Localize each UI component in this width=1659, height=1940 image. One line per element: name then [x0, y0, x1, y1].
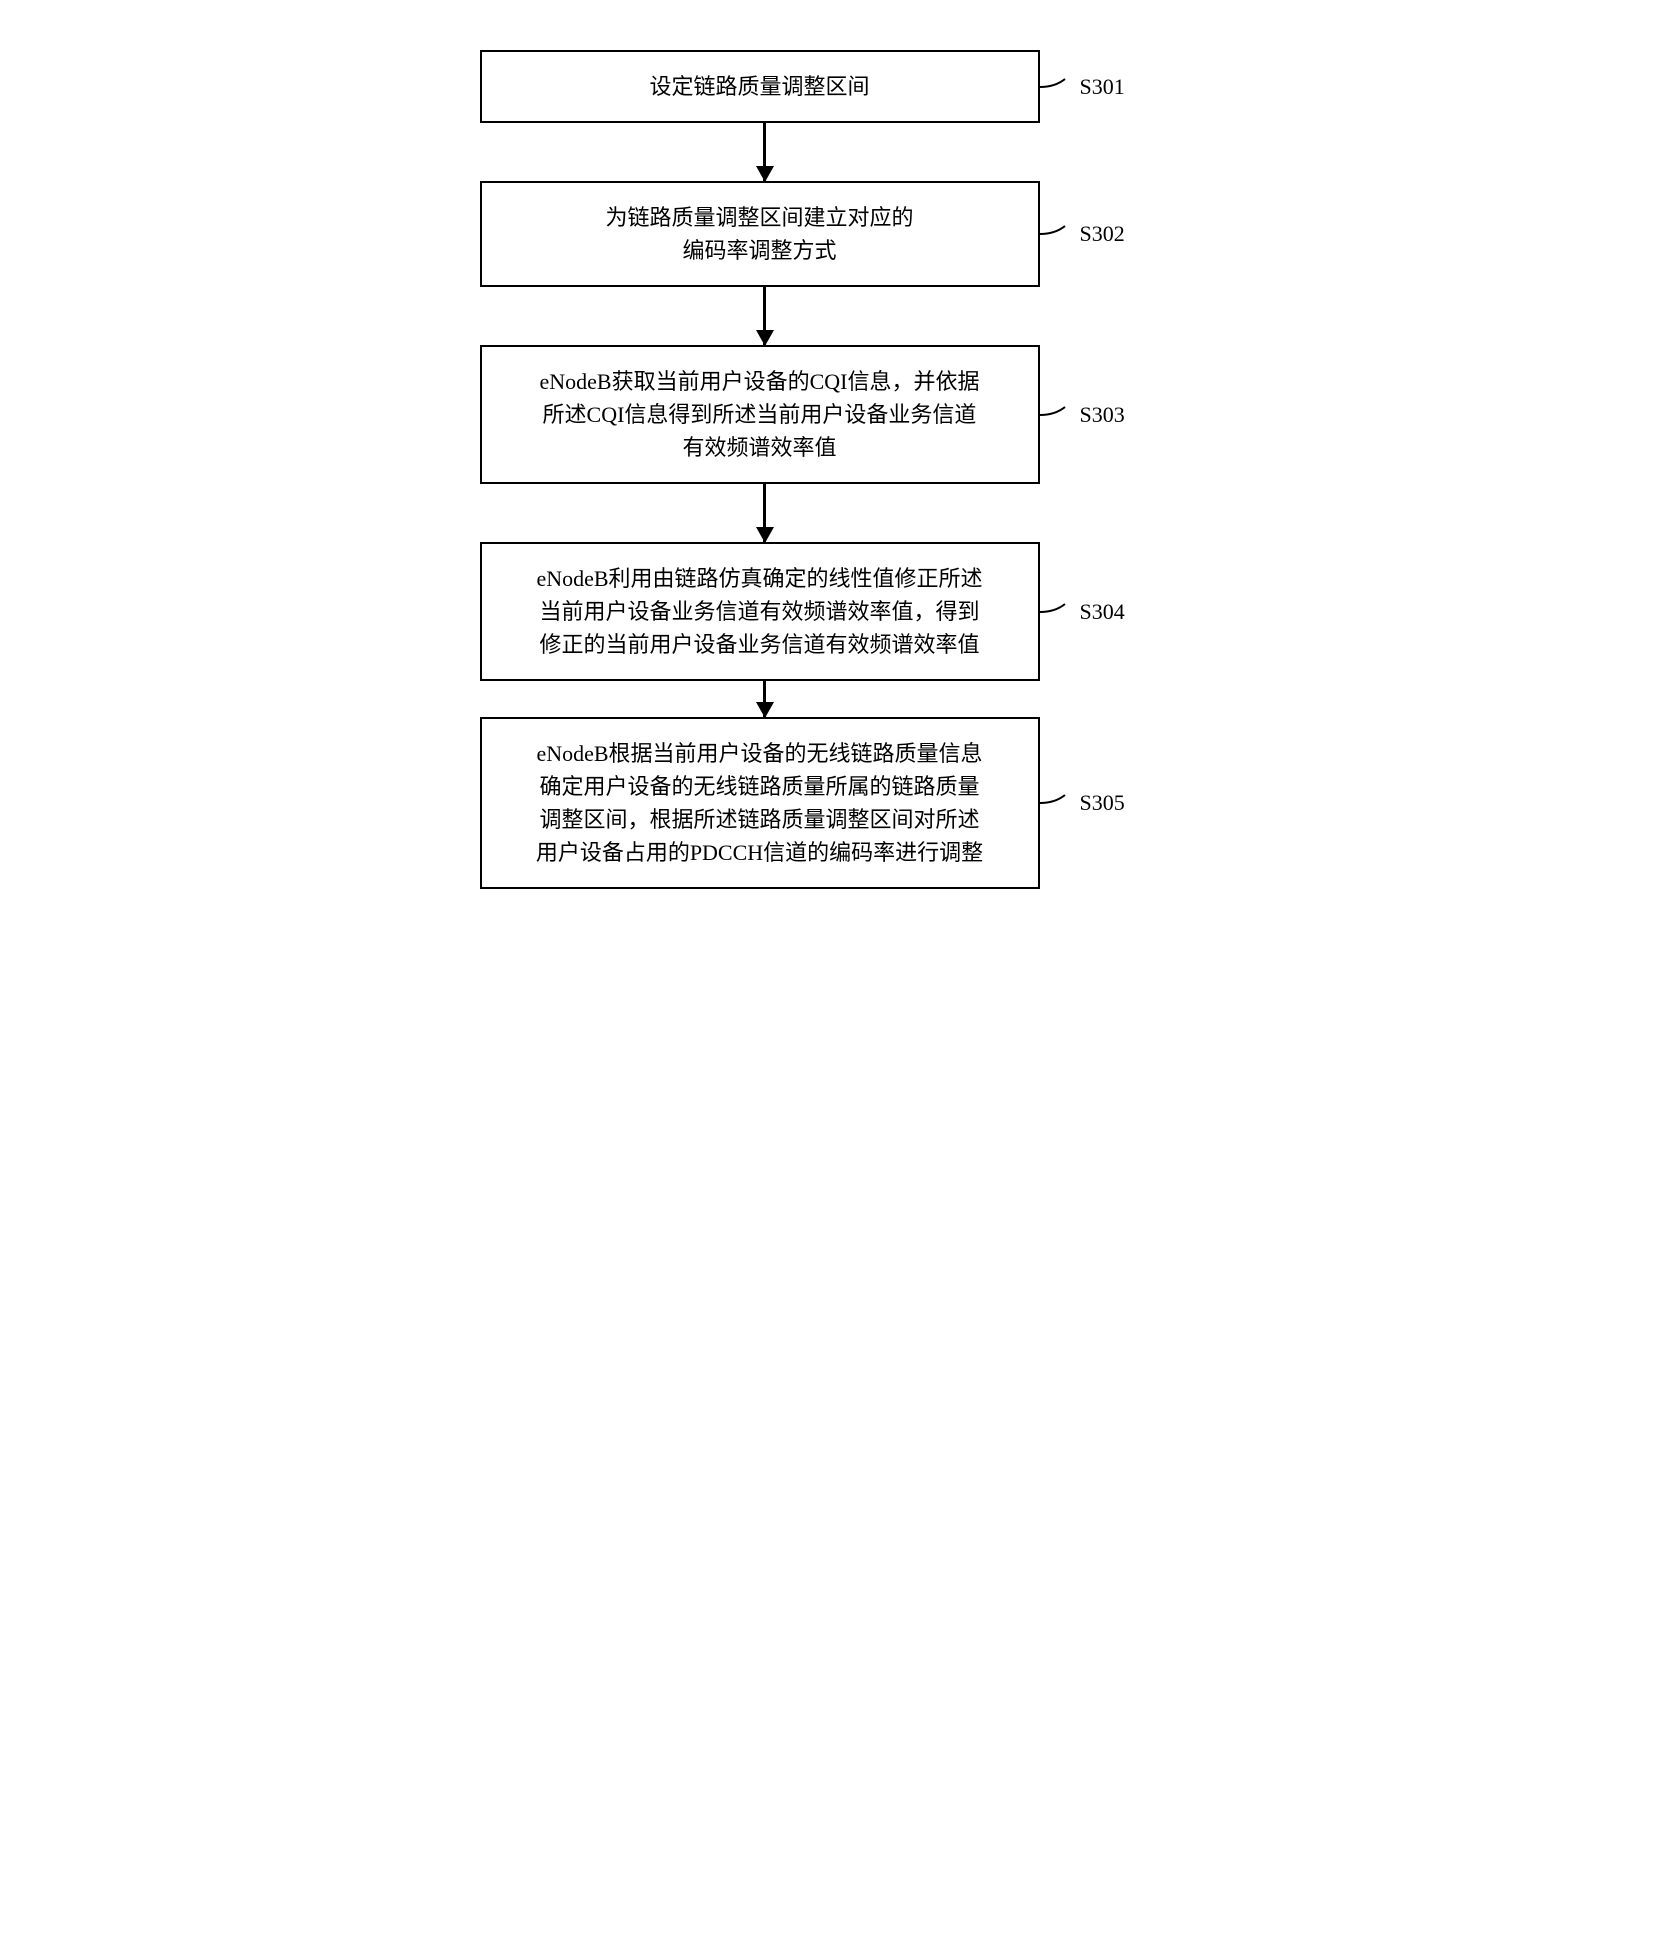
flow-step-row: eNodeB获取当前用户设备的CQI信息，并依据所述CQI信息得到所述当前用户设…	[470, 345, 1190, 484]
step-text: 设定链路质量调整区间	[649, 74, 869, 99]
step-text: 为链路质量调整区间建立对应的编码率调整方式	[605, 205, 913, 263]
step-label: S304	[1080, 599, 1125, 625]
step-label: S305	[1080, 790, 1125, 816]
flow-step-box-s303: eNodeB获取当前用户设备的CQI信息，并依据所述CQI信息得到所述当前用户设…	[480, 345, 1040, 484]
flow-step-box-s305: eNodeB根据当前用户设备的无线链路质量信息确定用户设备的无线链路质量所属的链…	[480, 717, 1040, 889]
label-connector-icon	[1040, 592, 1080, 632]
flow-step-row: 设定链路质量调整区间 S301	[470, 50, 1190, 123]
step-label: S301	[1080, 74, 1125, 100]
step-label: S303	[1080, 402, 1125, 428]
step-text: eNodeB根据当前用户设备的无线链路质量信息确定用户设备的无线链路质量所属的链…	[536, 741, 983, 865]
step-label: S302	[1080, 221, 1125, 247]
label-connector-icon	[1040, 395, 1080, 435]
flow-step-row: eNodeB利用由链路仿真确定的线性值修正所述当前用户设备业务信道有效频谱效率值…	[470, 542, 1190, 681]
label-connector-icon	[1040, 214, 1080, 254]
arrow-down-icon	[763, 287, 766, 345]
flow-step-box-s301: 设定链路质量调整区间	[480, 50, 1040, 123]
flow-step-row: eNodeB根据当前用户设备的无线链路质量信息确定用户设备的无线链路质量所属的链…	[470, 717, 1190, 889]
flow-step-box-s302: 为链路质量调整区间建立对应的编码率调整方式	[480, 181, 1040, 287]
arrow-down-icon	[763, 123, 766, 181]
arrow-down-icon	[763, 681, 766, 717]
step-text: eNodeB获取当前用户设备的CQI信息，并依据所述CQI信息得到所述当前用户设…	[540, 369, 980, 460]
step-text: eNodeB利用由链路仿真确定的线性值修正所述当前用户设备业务信道有效频谱效率值…	[536, 566, 982, 657]
arrow-down-icon	[763, 484, 766, 542]
flow-step-row: 为链路质量调整区间建立对应的编码率调整方式 S302	[470, 181, 1190, 287]
flow-step-box-s304: eNodeB利用由链路仿真确定的线性值修正所述当前用户设备业务信道有效频谱效率值…	[480, 542, 1040, 681]
flowchart-container: 设定链路质量调整区间 S301 为链路质量调整区间建立对应的编码率调整方式 S3…	[470, 50, 1190, 889]
label-connector-icon	[1040, 67, 1080, 107]
label-connector-icon	[1040, 783, 1080, 823]
